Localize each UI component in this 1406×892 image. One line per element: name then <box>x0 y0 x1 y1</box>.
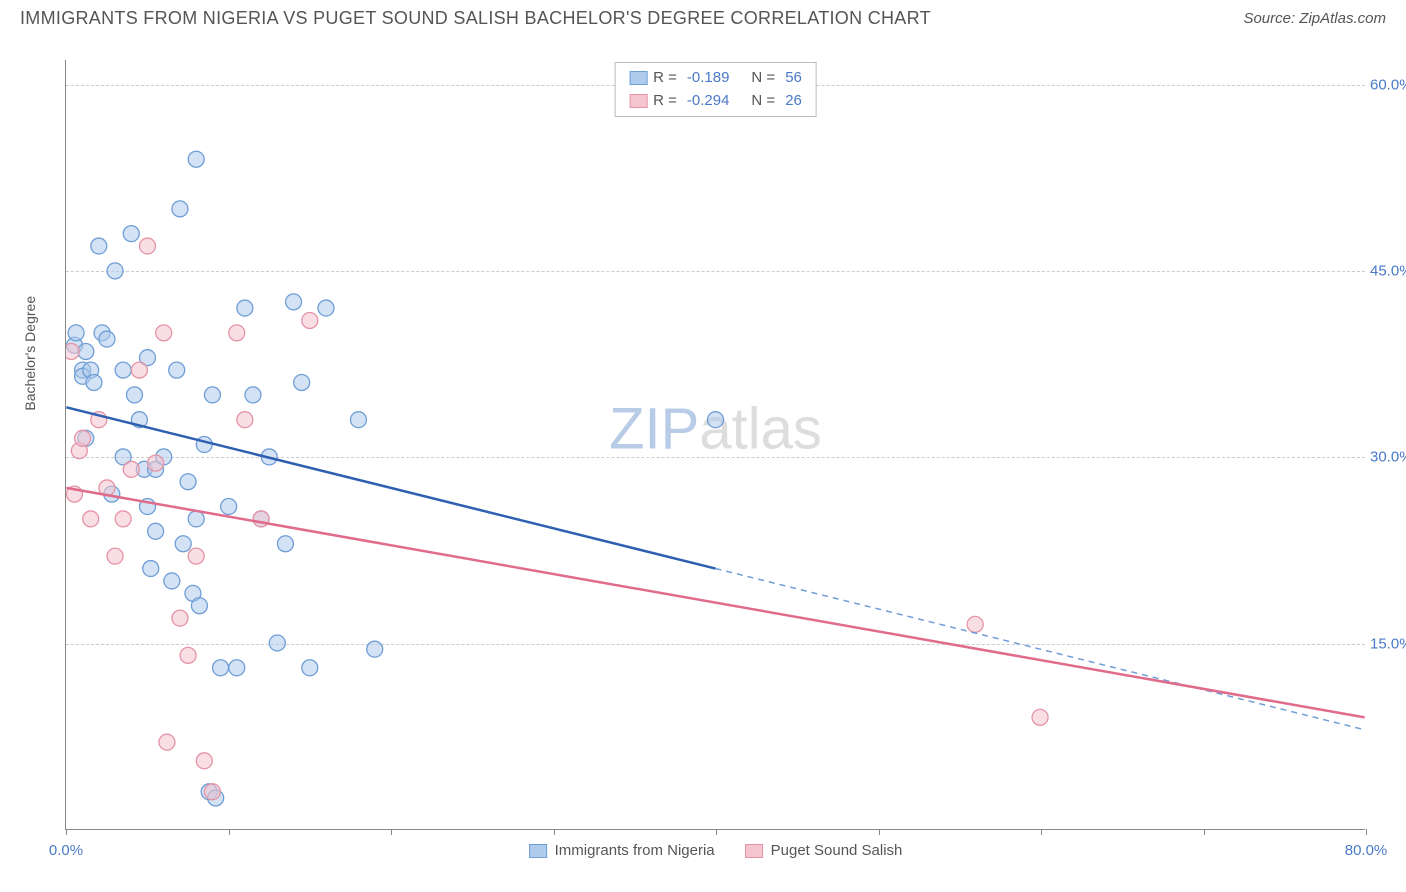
data-point <box>191 598 207 614</box>
data-point <box>302 312 318 328</box>
data-point <box>99 331 115 347</box>
data-point <box>180 474 196 490</box>
data-point <box>123 461 139 477</box>
n-value-blue: 56 <box>785 67 802 90</box>
data-point <box>245 387 261 403</box>
xtick <box>229 829 230 835</box>
data-point <box>302 660 318 676</box>
legend-row-blue: R = -0.189 N = 56 <box>629 67 802 90</box>
legend-swatch-blue <box>529 844 547 858</box>
data-point <box>286 294 302 310</box>
data-point <box>86 374 102 390</box>
data-point <box>1032 709 1048 725</box>
trend-line <box>66 488 1364 717</box>
data-point <box>708 412 724 428</box>
data-point <box>164 573 180 589</box>
data-point <box>169 362 185 378</box>
data-point <box>148 455 164 471</box>
data-point <box>204 387 220 403</box>
xtick <box>879 829 880 835</box>
data-point <box>213 660 229 676</box>
xtick <box>1366 829 1367 835</box>
data-point <box>180 647 196 663</box>
data-point <box>139 238 155 254</box>
legend-swatch-pink <box>745 844 763 858</box>
xtick-label-right: 80.0% <box>1345 842 1388 859</box>
xtick <box>1204 829 1205 835</box>
data-point <box>350 412 366 428</box>
n-label: N = <box>751 90 775 113</box>
ytick-label: 60.0% <box>1370 76 1406 93</box>
data-point <box>148 523 164 539</box>
data-point <box>123 226 139 242</box>
data-point <box>107 263 123 279</box>
legend-item-nigeria: Immigrants from Nigeria <box>529 842 715 859</box>
chart-title: IMMIGRANTS FROM NIGERIA VS PUGET SOUND S… <box>20 8 931 29</box>
ytick-label: 30.0% <box>1370 449 1406 466</box>
data-point <box>229 325 245 341</box>
trend-line-dashed <box>716 569 1365 730</box>
ytick-label: 45.0% <box>1370 263 1406 280</box>
data-point <box>159 734 175 750</box>
chart-svg <box>66 60 1365 829</box>
data-point <box>318 300 334 316</box>
data-point <box>294 374 310 390</box>
data-point <box>237 412 253 428</box>
legend-row-pink: R = -0.294 N = 26 <box>629 90 802 113</box>
xtick <box>66 829 67 835</box>
data-point <box>188 511 204 527</box>
data-point <box>172 610 188 626</box>
data-point <box>175 536 191 552</box>
data-point <box>967 616 983 632</box>
data-point <box>83 511 99 527</box>
xtick <box>391 829 392 835</box>
chart-container: Bachelor's Degree R = -0.189 N = 56 R = … <box>20 40 1386 880</box>
r-value-blue: -0.189 <box>687 67 730 90</box>
plot-area: R = -0.189 N = 56 R = -0.294 N = 26 ZIPa… <box>65 60 1365 830</box>
n-value-pink: 26 <box>785 90 802 113</box>
data-point <box>68 325 84 341</box>
data-point <box>127 387 143 403</box>
series-legend: Immigrants from Nigeria Puget Sound Sali… <box>529 842 903 859</box>
xtick-label-left: 0.0% <box>49 842 83 859</box>
data-point <box>143 561 159 577</box>
xtick <box>1041 829 1042 835</box>
n-label: N = <box>751 67 775 90</box>
r-value-pink: -0.294 <box>687 90 730 113</box>
data-point <box>196 753 212 769</box>
r-label: R = <box>653 90 677 113</box>
data-point <box>107 548 123 564</box>
data-point <box>367 641 383 657</box>
data-point <box>188 151 204 167</box>
data-point <box>229 660 245 676</box>
data-point <box>277 536 293 552</box>
data-point <box>131 362 147 378</box>
y-axis-label: Bachelor's Degree <box>22 296 38 411</box>
data-point <box>115 511 131 527</box>
legend-swatch-pink <box>629 94 647 108</box>
correlation-legend: R = -0.189 N = 56 R = -0.294 N = 26 <box>614 62 817 117</box>
ytick-label: 15.0% <box>1370 635 1406 652</box>
legend-label-nigeria: Immigrants from Nigeria <box>555 842 715 859</box>
data-point <box>237 300 253 316</box>
data-point <box>156 325 172 341</box>
data-point <box>221 499 237 515</box>
source-attribution: Source: ZipAtlas.com <box>1243 10 1386 27</box>
legend-swatch-blue <box>629 71 647 85</box>
xtick <box>554 829 555 835</box>
data-point <box>172 201 188 217</box>
legend-label-salish: Puget Sound Salish <box>771 842 903 859</box>
data-point <box>204 784 220 800</box>
data-point <box>78 343 94 359</box>
data-point <box>75 430 91 446</box>
data-point <box>188 548 204 564</box>
r-label: R = <box>653 67 677 90</box>
data-point <box>91 238 107 254</box>
data-point <box>115 362 131 378</box>
xtick <box>716 829 717 835</box>
legend-item-salish: Puget Sound Salish <box>745 842 903 859</box>
data-point <box>66 343 79 359</box>
data-point <box>269 635 285 651</box>
